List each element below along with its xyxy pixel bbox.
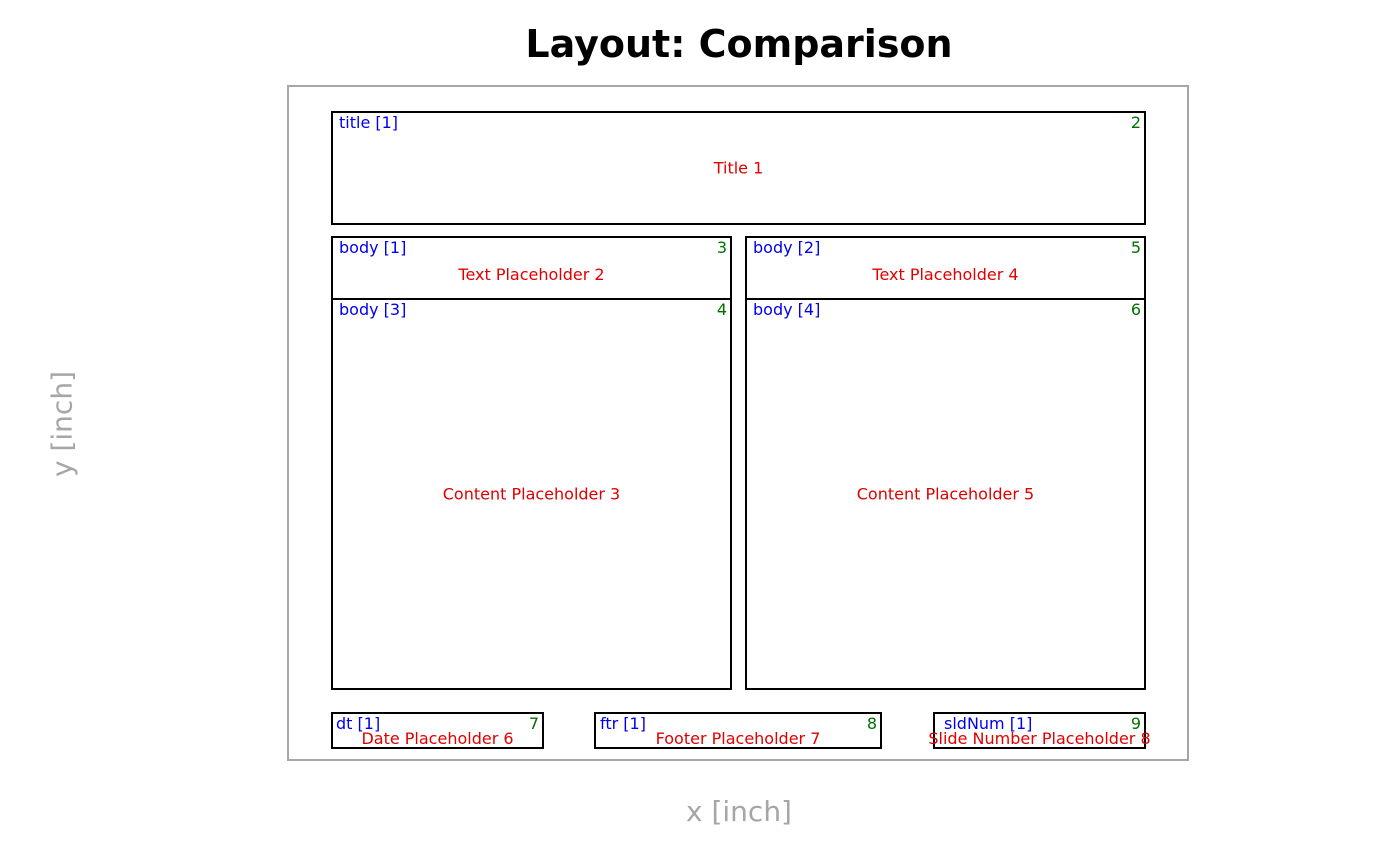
placeholder-name-label: Footer Placeholder 7 <box>655 729 821 748</box>
placeholder-index-label: 6 <box>1130 300 1141 319</box>
slide-frame <box>287 85 1189 761</box>
placeholder-name-label: Content Placeholder 5 <box>856 484 1035 504</box>
placeholder-slide-number: sldNum [1] 9 Slide Number Placeholder 8 <box>928 712 1151 749</box>
placeholder-type-label: body [2] <box>753 238 821 257</box>
placeholder-body-3: body [3] 4 Content Placeholder 3 <box>331 298 732 690</box>
placeholder-type-label: sldNum [1] <box>944 714 1033 733</box>
placeholder-type-label: body [1] <box>339 238 407 257</box>
placeholder-index-label: 2 <box>1130 113 1141 132</box>
placeholder-index-label: 9 <box>1130 714 1141 733</box>
x-axis-label: x [inch] <box>686 795 792 828</box>
placeholder-index-label: 7 <box>528 714 539 733</box>
placeholder-type-label: dt [1] <box>336 714 381 733</box>
placeholder-index-label: 4 <box>716 300 727 319</box>
placeholder-name-label: Title 1 <box>713 158 764 178</box>
diagram-title: Layout: Comparison <box>525 22 953 66</box>
placeholder-index-label: 3 <box>716 238 727 257</box>
placeholder-date: dt [1] 7 Date Placeholder 6 <box>331 712 544 749</box>
placeholder-type-label: title [1] <box>339 113 399 132</box>
placeholder-body-4: body [4] 6 Content Placeholder 5 <box>745 298 1146 690</box>
placeholder-name-label: Text Placeholder 4 <box>872 265 1019 284</box>
placeholder-type-label: body [4] <box>753 300 821 319</box>
placeholder-type-label: ftr [1] <box>600 714 646 733</box>
placeholder-name-label: Text Placeholder 2 <box>458 265 605 284</box>
placeholder-name-label: Slide Number Placeholder 8 <box>928 729 1151 748</box>
placeholder-name-label: Date Placeholder 6 <box>361 729 514 748</box>
placeholder-body-2: body [2] 5 Text Placeholder 4 <box>745 236 1146 300</box>
placeholder-body-1: body [1] 3 Text Placeholder 2 <box>331 236 732 300</box>
placeholder-index-label: 5 <box>1130 238 1141 257</box>
placeholder-type-label: body [3] <box>339 300 407 319</box>
placeholder-title: title [1] 2 Title 1 <box>331 111 1146 225</box>
placeholder-index-label: 8 <box>866 714 877 733</box>
placeholder-footer: ftr [1] 8 Footer Placeholder 7 <box>594 712 882 749</box>
placeholder-name-label: Content Placeholder 3 <box>442 484 621 504</box>
y-axis-label: y [inch] <box>45 371 79 477</box>
